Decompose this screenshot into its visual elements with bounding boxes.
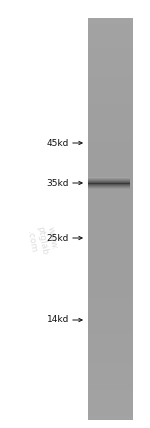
Text: www.
ptglab
.com: www. ptglab .com: [25, 223, 59, 257]
Text: 14kd: 14kd: [47, 315, 69, 324]
Text: 35kd: 35kd: [46, 178, 69, 187]
Text: 25kd: 25kd: [47, 234, 69, 243]
Text: 45kd: 45kd: [47, 139, 69, 148]
